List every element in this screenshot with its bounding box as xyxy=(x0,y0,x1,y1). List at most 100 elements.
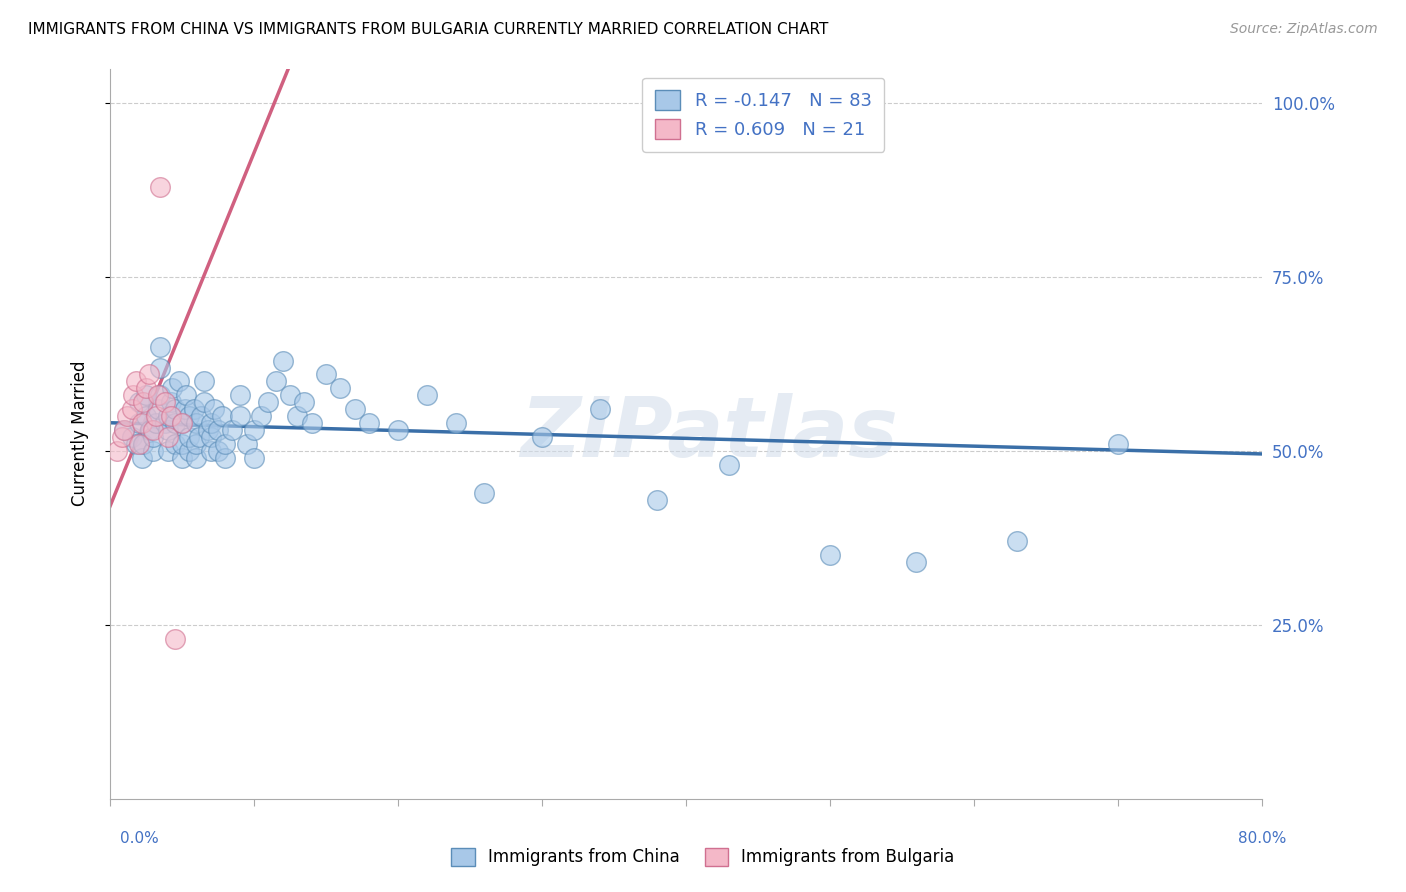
Point xyxy=(818,549,841,563)
Point xyxy=(179,430,201,444)
Point xyxy=(135,409,157,424)
Point xyxy=(128,437,150,451)
Point xyxy=(905,555,928,569)
Point xyxy=(145,409,167,424)
Point xyxy=(176,388,198,402)
Point xyxy=(163,437,186,451)
Point xyxy=(190,409,212,424)
Point xyxy=(105,444,128,458)
Legend: Immigrants from China, Immigrants from Bulgaria: Immigrants from China, Immigrants from B… xyxy=(443,839,963,875)
Point xyxy=(588,402,610,417)
Point xyxy=(359,416,381,430)
Point xyxy=(163,402,186,417)
Y-axis label: Currently Married: Currently Married xyxy=(72,361,89,507)
Point xyxy=(153,395,176,409)
Point xyxy=(257,395,280,409)
Point xyxy=(188,430,211,444)
Text: IMMIGRANTS FROM CHINA VS IMMIGRANTS FROM BULGARIA CURRENTLY MARRIED CORRELATION : IMMIGRANTS FROM CHINA VS IMMIGRANTS FROM… xyxy=(28,22,828,37)
Point xyxy=(474,485,496,500)
Point xyxy=(110,430,132,444)
Point xyxy=(146,402,169,417)
Point xyxy=(132,395,155,409)
Point xyxy=(170,416,193,430)
Point xyxy=(159,409,181,424)
Point xyxy=(156,423,179,437)
Point xyxy=(186,416,208,430)
Point xyxy=(170,450,193,465)
Point xyxy=(117,409,139,424)
Point xyxy=(221,423,243,437)
Point xyxy=(132,437,155,451)
Point xyxy=(278,388,301,402)
Point xyxy=(243,423,266,437)
Point xyxy=(228,388,250,402)
Point xyxy=(183,402,205,417)
Point xyxy=(243,450,266,465)
Point xyxy=(186,437,208,451)
Point xyxy=(145,416,167,430)
Point xyxy=(207,444,229,458)
Point xyxy=(250,409,273,424)
Point xyxy=(200,430,222,444)
Point xyxy=(135,381,157,395)
Point xyxy=(179,444,201,458)
Point xyxy=(142,430,165,444)
Point xyxy=(163,632,186,646)
Point xyxy=(146,388,169,402)
Point xyxy=(167,375,190,389)
Point xyxy=(121,402,143,417)
Point xyxy=(149,340,172,354)
Point xyxy=(170,437,193,451)
Point xyxy=(131,450,153,465)
Point xyxy=(214,450,236,465)
Point xyxy=(138,368,160,382)
Point xyxy=(214,437,236,451)
Point xyxy=(114,423,136,437)
Point xyxy=(200,444,222,458)
Text: 0.0%: 0.0% xyxy=(120,831,159,846)
Point xyxy=(149,388,172,402)
Point xyxy=(301,416,323,430)
Point xyxy=(128,395,150,409)
Point xyxy=(153,416,176,430)
Point xyxy=(264,375,287,389)
Point xyxy=(114,423,136,437)
Point xyxy=(285,409,308,424)
Point xyxy=(156,444,179,458)
Point xyxy=(125,437,148,451)
Point xyxy=(444,416,467,430)
Text: Source: ZipAtlas.com: Source: ZipAtlas.com xyxy=(1230,22,1378,37)
Point xyxy=(163,416,186,430)
Point xyxy=(142,444,165,458)
Point xyxy=(122,388,145,402)
Point xyxy=(197,423,219,437)
Text: 80.0%: 80.0% xyxy=(1239,831,1286,846)
Point xyxy=(179,409,201,424)
Point xyxy=(186,450,208,465)
Text: ZIPatlas: ZIPatlas xyxy=(520,393,898,475)
Point xyxy=(121,430,143,444)
Point xyxy=(170,416,193,430)
Point xyxy=(135,388,157,402)
Point xyxy=(329,381,352,395)
Point xyxy=(200,416,222,430)
Point xyxy=(315,368,337,382)
Point xyxy=(193,395,215,409)
Point xyxy=(149,179,172,194)
Point xyxy=(160,381,183,395)
Point xyxy=(271,353,294,368)
Point xyxy=(387,423,409,437)
Point xyxy=(193,375,215,389)
Point xyxy=(207,423,229,437)
Point xyxy=(156,409,179,424)
Point xyxy=(149,360,172,375)
Point xyxy=(228,409,250,424)
Point xyxy=(645,492,668,507)
Point xyxy=(125,375,148,389)
Point xyxy=(156,430,179,444)
Point xyxy=(131,416,153,430)
Point xyxy=(202,402,225,417)
Point xyxy=(531,430,554,444)
Point xyxy=(236,437,259,451)
Legend: R = -0.147   N = 83, R = 0.609   N = 21: R = -0.147 N = 83, R = 0.609 N = 21 xyxy=(643,78,884,152)
